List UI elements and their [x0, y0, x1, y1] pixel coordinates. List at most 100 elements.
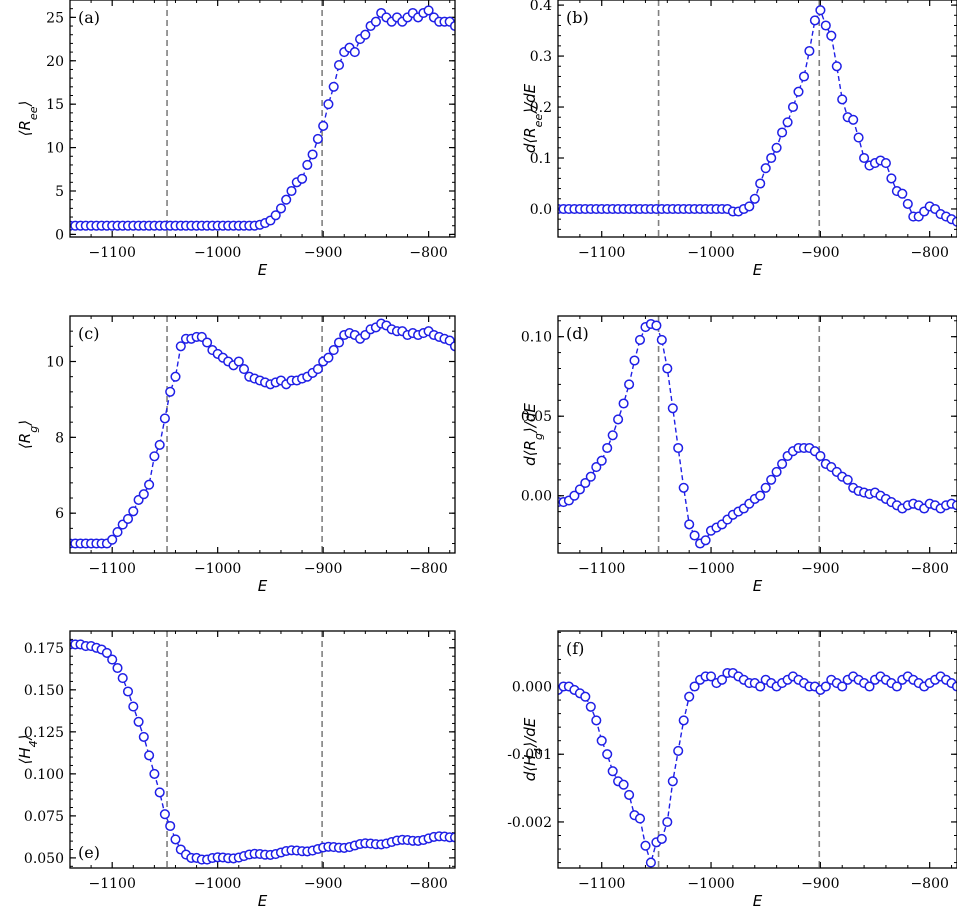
panel-e-ytick-label: 0.175 [24, 641, 64, 657]
panel-c-data-point [154, 439, 165, 450]
panel-a-ytick-label: 10 [46, 141, 64, 157]
panel-e-data-point [133, 716, 144, 727]
panel-f-data-point [656, 833, 667, 844]
panel-d-data-point [755, 490, 766, 501]
panel-c-data-point [128, 506, 139, 517]
panel-e-data-point [449, 832, 455, 843]
panel-f-data-point [673, 745, 684, 756]
panel-e-ytick-label: 0.125 [24, 725, 64, 741]
panel-f-data-point [634, 813, 646, 824]
panel-c-data-point [144, 479, 155, 490]
panel-b-ytick-label: 0.3 [530, 49, 552, 65]
panel-d-data-point [815, 450, 826, 462]
panel-b-data-point [820, 20, 831, 31]
panel-e-ylabel: ⟨H4⟩ [16, 735, 40, 765]
panel-a-ylabel-main: ⟨R [16, 120, 34, 136]
panel-d-data-point [629, 355, 640, 366]
panel-d-data-point [656, 334, 667, 345]
panel-f-data-point [596, 735, 607, 746]
panel-c-ytick-label: 10 [46, 355, 64, 371]
panel-c-data-point [328, 345, 339, 356]
panel-a-data-point [328, 81, 339, 92]
panel-d-ylabel-main: d⟨R [521, 440, 539, 466]
panel-b-xtick-label: −800 [910, 245, 948, 261]
panel-d-data-point [673, 442, 684, 454]
panel-a-ytick-label: 5 [55, 184, 64, 200]
panel-d-data-point [569, 490, 580, 501]
panel-f-data-point [580, 691, 591, 702]
panel-a-data-point [423, 5, 434, 16]
panel-b-data-point [902, 198, 913, 209]
panel-a-data-point [360, 29, 371, 40]
panel-d-data-point [651, 320, 662, 331]
panel-d-data-point [596, 455, 607, 466]
panel-f-ylabel-close: ⟩/dE [521, 717, 539, 748]
panel-b-ytick-label: 0.2 [530, 100, 552, 116]
panel-f-data-point [755, 681, 766, 692]
panel-b-xtick-label: −1100 [578, 245, 625, 261]
panel-b-ytick-label: 0.4 [530, 0, 552, 14]
panel-a-data-point [318, 120, 329, 131]
panel-f-ytick-label: 0.000 [512, 680, 552, 696]
panel-f-data-point [705, 671, 717, 682]
panel-c-xlabel: E [258, 577, 268, 595]
panel-f-data-point [837, 681, 848, 692]
panel-a-label: (a) [78, 8, 100, 27]
panel-f-data-point [602, 749, 613, 760]
panel-b-ylabel-sub: ee [532, 114, 545, 128]
panel-e-data-point [154, 787, 165, 798]
panel-a-ytick-label: 15 [46, 97, 64, 113]
panel-b-ytick-label: 0.1 [530, 151, 552, 167]
panel-d-xtick-label: −800 [910, 561, 948, 577]
panel-e-xlabel: E [258, 892, 268, 910]
panel-e-data-point [107, 654, 118, 665]
panel-b-data-point [859, 152, 870, 164]
panel-d-data-point [766, 474, 777, 485]
panel-e-ylabel-main: ⟨H [16, 747, 34, 764]
panel-f-data-point [891, 681, 902, 692]
panel-c-ytick-label: 8 [55, 430, 64, 446]
panel-c-data-point [149, 451, 160, 462]
panel-b-data-point [749, 193, 760, 204]
panel-d: −1100 −1000 −900 −800 0.00 0.05 0.10 (d) Ed⟨Rg⟩/… [521, 315, 957, 595]
panel-c-xtick-label: −900 [304, 561, 342, 577]
panel-b-ylabel-main: d⟨R [521, 127, 539, 153]
panel-d-ytick-label: 0.10 [521, 330, 552, 346]
panel-c-data-point [159, 413, 170, 424]
panel-d-ytick-label: 0.05 [521, 409, 552, 425]
panel-f-xtick-label: −1100 [578, 876, 625, 892]
panel-f-ytick-label: -0.001 [507, 747, 552, 763]
panel-e-ytick-label: 0.075 [24, 809, 64, 825]
panel-c-data-point [170, 371, 181, 382]
panel-c-label: (c) [78, 324, 99, 343]
panel-f-data-point [618, 779, 629, 790]
panel-d-data-point [700, 535, 711, 546]
panel-b-data-point [782, 117, 793, 128]
panel-d-ytick-label: 0.00 [521, 489, 552, 505]
panel-b-data-point [787, 101, 799, 113]
panel-c-data-point [138, 489, 149, 500]
panel-d-data-point [624, 379, 635, 390]
panel-f-data-point [864, 681, 875, 692]
panel-b-frame [557, 0, 957, 238]
panel-c-xtick-label: −800 [409, 561, 447, 577]
panel-d-series-line [558, 323, 957, 545]
panel-d-data-point [613, 414, 624, 425]
panel-b-data-point [744, 201, 755, 212]
panel-d-ylabel-sub: g [532, 433, 545, 440]
panel-d-data-point [607, 430, 618, 441]
panel-d-data-point [585, 471, 596, 482]
panel-e-series [70, 639, 455, 865]
panel-f-data-point [820, 681, 831, 692]
panel-e-frame [69, 630, 456, 869]
panel-a-data-point [307, 149, 318, 160]
panel-a-series [70, 5, 455, 231]
panel-f-data-point [689, 681, 700, 692]
panel-a-data-point [370, 16, 381, 27]
panel-c-data-point [449, 341, 455, 352]
panel-f-data-point [684, 691, 695, 702]
panel-b-data-point [826, 30, 837, 41]
panel-f-frame [557, 630, 957, 869]
panel-d-label: (d) [566, 324, 589, 343]
